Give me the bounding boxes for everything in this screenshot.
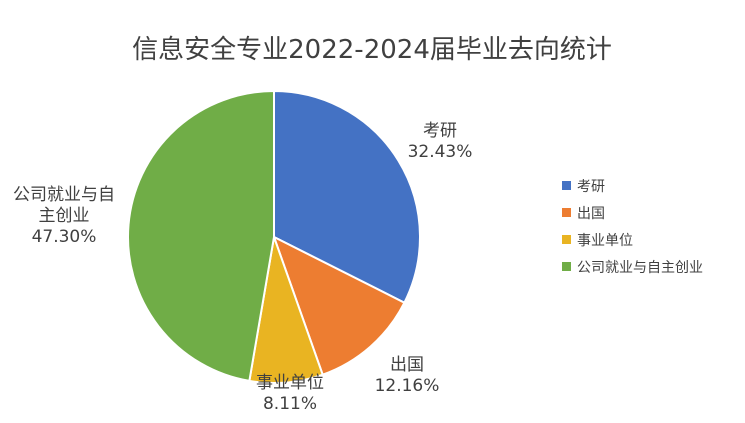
legend-label-3: 事业单位 bbox=[577, 233, 633, 249]
data-label-4: 公司就业与自主创业 47.30% bbox=[13, 185, 115, 247]
legend-swatch-2 bbox=[562, 208, 571, 217]
data-label-2: 出国 12.16% bbox=[375, 355, 440, 396]
pie-slices bbox=[127, 89, 421, 384]
pie-slice-2 bbox=[272, 234, 406, 376]
pie-slice-1 bbox=[273, 89, 421, 305]
legend-swatch-4 bbox=[562, 262, 571, 271]
pie-slice-4 bbox=[127, 89, 275, 383]
chart-title: 信息安全专业2022-2024届毕业去向统计 bbox=[132, 35, 612, 65]
legend-label-4: 公司就业与自主创业 bbox=[577, 260, 703, 276]
legend-label-2: 出国 bbox=[577, 206, 605, 222]
data-labels: 考研 32.43% 出国 12.16% 事业单位 8.11% 公司就业与自主创业 47.30% bbox=[13, 121, 472, 414]
data-label-3: 事业单位 8.11% bbox=[256, 373, 324, 414]
legend-swatch-3 bbox=[562, 235, 571, 244]
legend-label-1: 考研 bbox=[577, 179, 605, 195]
data-label-1: 考研 32.43% bbox=[408, 121, 473, 162]
legend-swatch-1 bbox=[562, 181, 571, 190]
